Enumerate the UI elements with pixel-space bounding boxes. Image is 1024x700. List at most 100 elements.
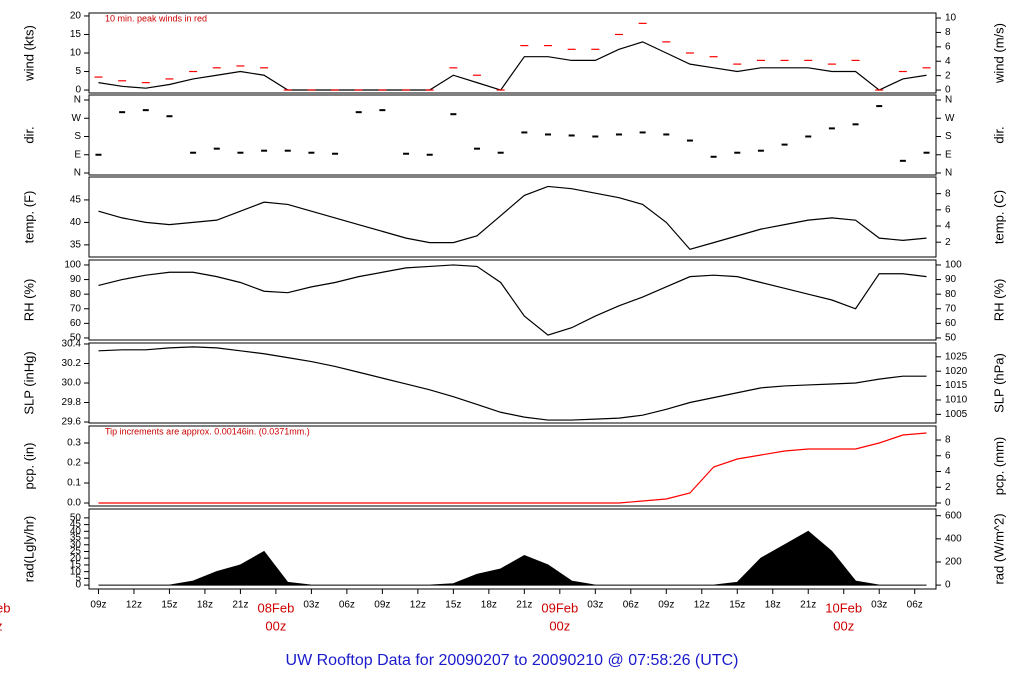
- dir-point: [497, 151, 504, 154]
- data-line: [98, 432, 927, 504]
- dir-point: [876, 105, 883, 108]
- panel-frame: [88, 259, 937, 341]
- y-tick-label: 90: [70, 274, 82, 285]
- dir-point: [190, 151, 197, 154]
- y2-tick-label: 90: [945, 274, 957, 285]
- x-tick-label: 21z: [800, 600, 816, 611]
- panel-frame: [88, 176, 937, 258]
- y2-axis-label: rad (W/m^2): [991, 513, 1006, 584]
- dir-point: [899, 159, 906, 162]
- y-tick-label: 50: [70, 513, 82, 524]
- y2-tick-label: 2: [945, 237, 951, 248]
- dir-point: [142, 109, 149, 112]
- y-tick-label: 15: [70, 29, 82, 40]
- x-tick-label: 12z: [126, 600, 142, 611]
- y2-tick-label: 200: [945, 557, 962, 568]
- chart-title: UW Rooftop Data for 20090207 to 20090210…: [286, 652, 739, 669]
- day-hour-label: 00z: [833, 618, 854, 633]
- data-line: [98, 346, 927, 421]
- y2-tick-label: 4: [945, 466, 951, 477]
- y2-tick-label: E: [945, 149, 952, 160]
- x-tick-label: 15z: [445, 600, 461, 611]
- day-label: 07Feb: [0, 600, 10, 615]
- y2-tick-label: 8: [945, 188, 951, 199]
- y2-tick-label: 8: [945, 435, 951, 446]
- dir-point: [805, 135, 812, 138]
- y-tick-label: 30.2: [62, 358, 82, 369]
- y-tick-label: 0: [75, 85, 81, 96]
- dir-point: [923, 151, 930, 154]
- dir-point: [852, 123, 859, 126]
- y-tick-label: 0.1: [67, 478, 81, 489]
- y-tick-label: 60: [70, 318, 82, 329]
- y2-tick-label: S: [945, 131, 952, 142]
- dir-point: [781, 143, 788, 146]
- day-label: 09Feb: [541, 600, 578, 615]
- panel-frame: [88, 12, 937, 94]
- y-tick-label: 30.4: [62, 339, 82, 350]
- y-tick-label: W: [72, 113, 82, 124]
- y2-tick-label: W: [945, 113, 955, 124]
- y2-tick-label: 100: [945, 260, 962, 271]
- y2-tick-label: 70: [945, 303, 957, 314]
- dir-point: [355, 111, 362, 114]
- y2-tick-label: 1005: [945, 409, 968, 420]
- y-tick-label: 35: [70, 240, 82, 251]
- dir-point: [710, 155, 717, 158]
- day-hour-label: 00z: [265, 618, 286, 633]
- panel-frame: [88, 425, 937, 507]
- x-tick-label: 21z: [516, 600, 532, 611]
- y-tick-label: 100: [64, 260, 81, 271]
- y-axis-label: RH (%): [21, 279, 36, 322]
- y2-tick-label: 2: [945, 70, 951, 81]
- x-tick-label: 15z: [729, 600, 745, 611]
- dir-point: [166, 115, 173, 118]
- x-tick-label: 09z: [374, 600, 390, 611]
- y2-tick-label: 400: [945, 533, 962, 544]
- dir-point: [663, 133, 670, 136]
- data-line: [98, 264, 927, 336]
- dir-point: [521, 131, 528, 134]
- dir-point: [237, 151, 244, 154]
- dir-point: [95, 153, 102, 156]
- x-tick-label: 03z: [587, 600, 603, 611]
- y2-tick-label: 4: [945, 56, 951, 67]
- dir-point: [119, 111, 126, 114]
- y2-tick-label: 10: [945, 13, 957, 24]
- y2-tick-label: N: [945, 168, 952, 179]
- day-hour-label: 00z: [549, 618, 570, 633]
- dir-point: [592, 135, 599, 138]
- x-tick-label: 18z: [197, 600, 213, 611]
- x-tick-label: 18z: [481, 600, 497, 611]
- y2-axis-label: SLP (hPa): [991, 353, 1006, 413]
- dir-point: [308, 151, 315, 154]
- y2-tick-label: 6: [945, 450, 951, 461]
- y2-tick-label: 0: [945, 498, 951, 509]
- y-axis-label: SLP (inHg): [21, 351, 36, 414]
- day-label: 10Feb: [825, 600, 862, 615]
- x-tick-label: 18z: [765, 600, 781, 611]
- y-tick-label: 40: [70, 217, 82, 228]
- dir-point: [757, 149, 764, 152]
- y-tick-label: 10: [70, 48, 82, 59]
- dir-point: [284, 149, 291, 152]
- dir-point: [568, 134, 575, 137]
- y-tick-label: N: [74, 168, 81, 179]
- annotation: Tip increments are approx. 0.00146in. (0…: [105, 426, 310, 436]
- y2-axis-label: RH (%): [991, 279, 1006, 322]
- x-tick-label: 09z: [90, 600, 106, 611]
- y-tick-label: 35: [70, 533, 82, 544]
- y2-tick-label: 80: [945, 289, 957, 300]
- y-tick-label: 29.6: [62, 417, 82, 428]
- y2-axis-label: wind (m/s): [991, 23, 1006, 84]
- y-tick-label: 80: [70, 289, 82, 300]
- y-tick-label: 0.2: [67, 458, 81, 469]
- y-axis-label: dir.: [21, 126, 36, 143]
- dir-point: [686, 139, 693, 142]
- dir-point: [828, 127, 835, 130]
- panel-frame: [88, 94, 937, 176]
- y2-tick-label: 6: [945, 204, 951, 215]
- day-label: 08Feb: [257, 600, 294, 615]
- annotation: 10 min. peak winds in red: [105, 13, 207, 23]
- dir-point: [450, 113, 457, 116]
